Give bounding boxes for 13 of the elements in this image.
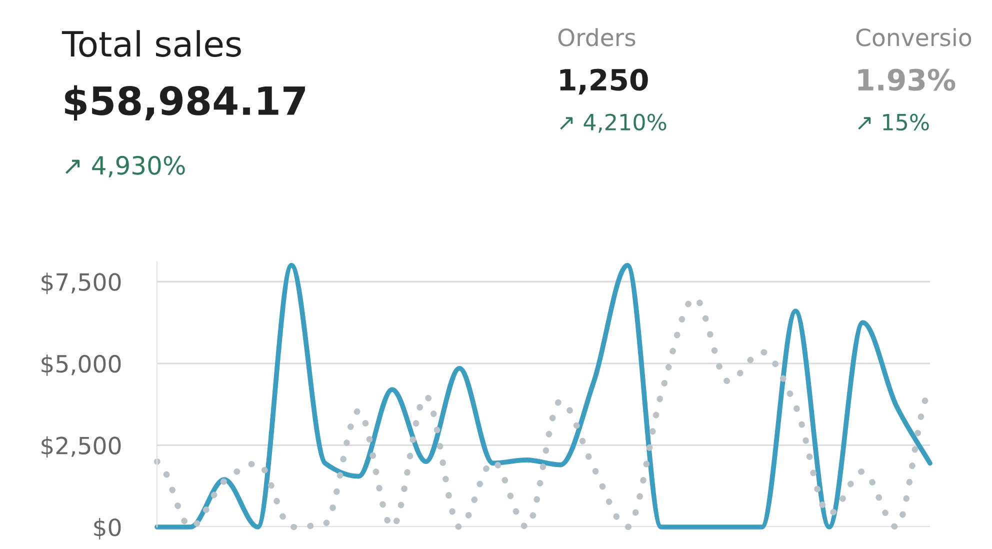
y-tick-label: $2,500	[42, 436, 121, 458]
text: Conversio	[856, 28, 972, 46]
text: Total sales	[62, 30, 241, 57]
y-tick-label: $5,000	[42, 354, 121, 376]
text: 1.93%	[858, 68, 956, 91]
y-tick-label: $7,500	[42, 272, 121, 294]
text: Orders	[558, 28, 636, 46]
text: ↗ 15%	[858, 114, 929, 131]
text: ↗ 4,930%	[66, 156, 185, 178]
text: ↗ 4,210%	[560, 114, 666, 133]
y-tick-label: $0	[94, 518, 121, 540]
text: 1,250	[560, 68, 648, 95]
text: $58,984.17	[65, 85, 305, 121]
